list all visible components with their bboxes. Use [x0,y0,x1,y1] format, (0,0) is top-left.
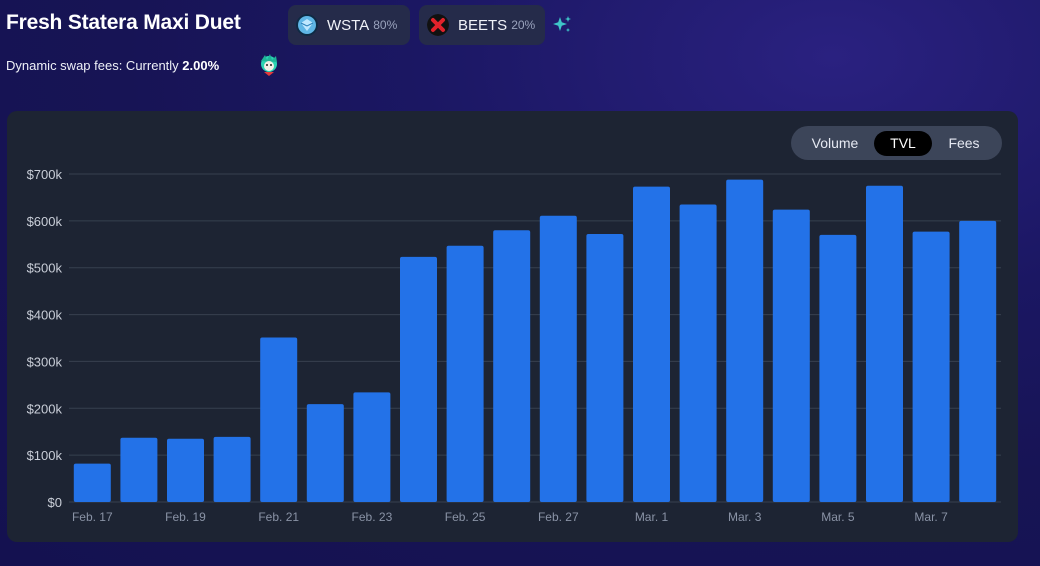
y-tick-label: $500k [27,261,63,276]
token-pill-wsta[interactable]: WSTA 80% [288,5,410,45]
token-symbol: WSTA [327,16,370,34]
bar [306,404,344,502]
y-tick-label: $0 [48,495,62,510]
x-tick-label: Mar. 5 [821,510,855,524]
token-pill-beets[interactable]: BEETS 20% [419,5,545,45]
bar [959,220,997,502]
y-tick-label: $100k [27,448,63,463]
bar [260,337,298,502]
toggle-fees[interactable]: Fees [948,134,980,151]
bar [446,245,484,503]
x-tick-label: Mar. 3 [728,510,762,524]
x-tick-label: Mar. 7 [914,510,948,524]
bar [120,437,158,502]
bar [866,185,903,502]
y-tick-label: $400k [27,308,63,323]
y-tick-label: $300k [27,354,63,369]
fee-avatar-icon[interactable] [256,52,282,78]
x-tick-label: Mar. 1 [635,510,669,524]
y-tick-label: $600k [27,214,63,229]
bar [772,209,810,502]
chart-card: Volume TVL Fees $0 $100k $200k $300k $400k $5… [7,111,1018,542]
bar [679,204,717,502]
bar [539,215,577,502]
bar [353,392,391,502]
bar [167,438,204,502]
bar [400,256,437,502]
y-tick-label: $200k [27,401,63,416]
bar [819,234,857,502]
chart-metric-toggle[interactable]: Volume TVL Fees [791,126,1002,160]
x-tick-label: Feb. 25 [445,510,486,524]
bar [213,436,251,502]
toggle-tvl[interactable]: TVL [874,130,932,156]
bar [912,231,950,502]
x-tick-label: Feb. 21 [258,510,299,524]
bar [726,179,764,502]
pool-title: Fresh Statera Maxi Duet [6,11,241,34]
bar [586,233,624,502]
wsta-token-icon [296,14,318,36]
sparkle-icon[interactable] [551,14,573,36]
token-weight: 20% [511,18,536,32]
pool-header: Fresh Statera Maxi Duet WSTA 80% BEETS 2… [0,0,1040,100]
bar [633,186,670,502]
token-weight: 80% [373,18,398,32]
fee-prefix: Dynamic swap fees: Currently [6,58,179,73]
dynamic-fee-text: Dynamic swap fees: Currently 2.00% [6,58,219,73]
fee-value: 2.00% [182,58,220,73]
toggle-volume[interactable]: Volume [811,134,859,151]
y-tick-label: $700k [27,167,63,182]
tvl-bar-chart: $0 $100k $200k $300k $400k $500k $600k $700k Feb… [27,167,1001,524]
x-tick-label: Feb. 23 [352,510,393,524]
bar [73,463,111,502]
x-tick-label: Feb. 17 [72,510,113,524]
token-symbol: BEETS [458,16,508,34]
beets-token-icon [427,14,449,36]
bar [493,230,531,502]
x-tick-label: Feb. 19 [165,510,206,524]
x-tick-label: Feb. 27 [538,510,579,524]
